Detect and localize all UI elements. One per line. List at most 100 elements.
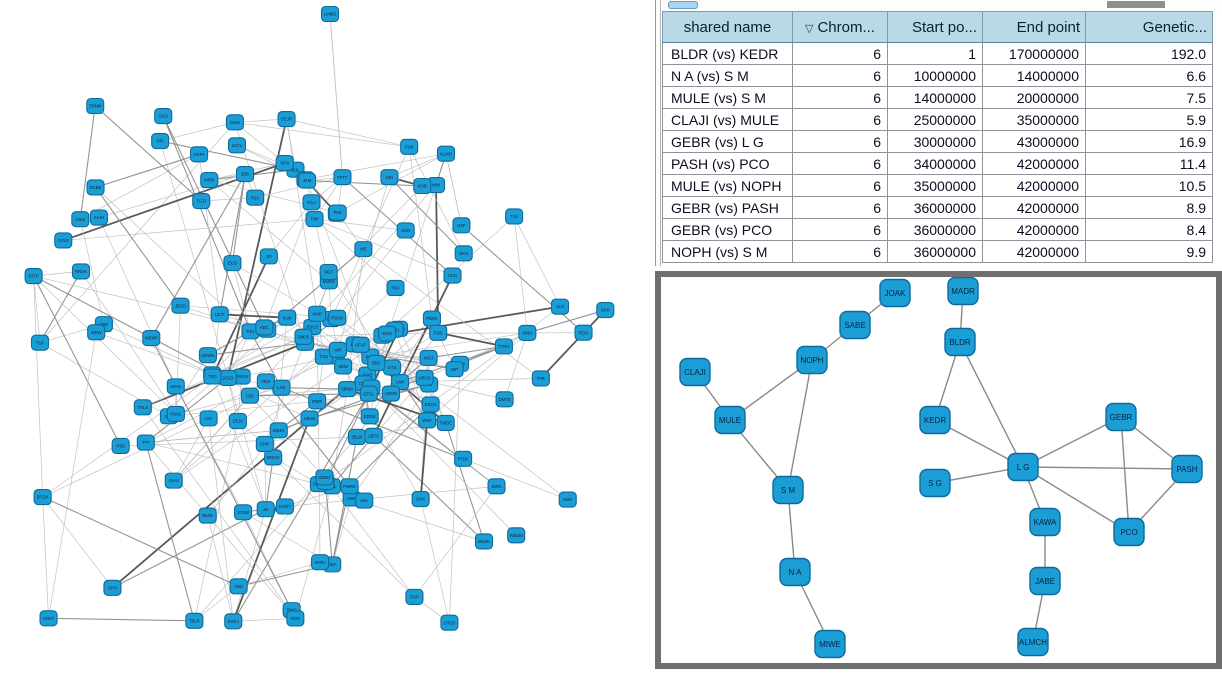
network-node[interactable]: TGJJ (193, 194, 210, 209)
subnetwork-node-BLDR[interactable]: BLDR (945, 329, 975, 356)
column-header-sharedname[interactable]: shared name (663, 12, 793, 43)
subnetwork-edge[interactable] (1023, 467, 1187, 469)
network-node[interactable]: JFI (260, 249, 277, 264)
network-node[interactable]: GSKJ (225, 614, 242, 629)
subnetwork-node-JABE[interactable]: JABE (1030, 568, 1060, 595)
network-node[interactable]: LKCL (229, 138, 246, 153)
network-node[interactable]: FBJI (257, 374, 274, 389)
network-node[interactable]: GDET (40, 611, 57, 626)
subnetwork-node-PASH[interactable]: PASH (1172, 456, 1202, 483)
subnetwork-edge[interactable] (1121, 417, 1129, 532)
network-node[interactable]: GKG (155, 109, 172, 124)
network-node[interactable]: WLRL (199, 508, 216, 523)
network-node[interactable]: ITIR (532, 371, 549, 386)
network-node[interactable]: KOB (414, 179, 431, 194)
network-node[interactable]: OMJS (295, 329, 312, 344)
network-node[interactable]: WNF (419, 413, 436, 428)
network-node[interactable]: KEM (379, 326, 396, 341)
network-node[interactable]: GTS (384, 360, 401, 375)
network-node[interactable]: USN (397, 223, 414, 238)
network-node[interactable]: TRNM (87, 99, 104, 114)
network-node[interactable]: ANL (356, 493, 373, 508)
network-node[interactable]: KBC (256, 320, 273, 335)
network-node[interactable]: WLF (320, 265, 337, 280)
subnetwork-node-CLAJI[interactable]: CLAJI (680, 359, 710, 386)
network-node[interactable]: KLMO (438, 146, 455, 161)
network-node[interactable]: AIR (329, 342, 346, 357)
network-node[interactable]: ONWN (199, 348, 216, 363)
network-node[interactable]: NIN (381, 170, 398, 185)
network-node[interactable]: TEG (204, 369, 221, 384)
network-node[interactable]: OTCD (441, 615, 458, 630)
network-node[interactable]: TRLS (134, 400, 151, 415)
network-node[interactable]: TBLR (186, 613, 203, 628)
network-node[interactable]: TLN (506, 209, 523, 224)
network-node[interactable]: BNCN (265, 450, 282, 465)
network-node[interactable]: OOS (287, 611, 304, 626)
network-node[interactable]: GTCL (360, 386, 377, 401)
network-node[interactable]: DCBS (87, 180, 104, 195)
column-header-genetic[interactable]: Genetic... (1086, 12, 1213, 43)
network-node[interactable]: IUHH (90, 210, 107, 225)
horizontal-scrollbar[interactable] (662, 0, 1222, 11)
network-node[interactable]: KUK (279, 310, 296, 325)
network-node[interactable]: JKM (299, 173, 316, 188)
subnetwork-edge[interactable] (960, 342, 1023, 467)
network-node[interactable]: BJTP (25, 269, 42, 284)
network-node[interactable]: BMJO (270, 423, 287, 438)
network-node[interactable]: DEJR (278, 112, 295, 127)
network-node[interactable]: EECN (422, 397, 439, 412)
network-node[interactable]: WEMP (143, 331, 160, 346)
network-node[interactable]: PTDF (455, 451, 472, 466)
network-node[interactable]: PRI (152, 134, 169, 149)
subnetwork-node-SABE[interactable]: SABE (840, 312, 870, 339)
network-node[interactable]: ECG (224, 256, 241, 271)
network-node[interactable]: ICLJ (303, 195, 320, 210)
vertical-scrollbar[interactable] (655, 0, 661, 266)
network-node[interactable]: UFN (276, 156, 293, 171)
scrollbar-thumb[interactable] (668, 1, 698, 9)
network-node[interactable]: EGP (406, 589, 423, 604)
network-node[interactable]: DIP (446, 362, 463, 377)
network-node[interactable]: KHOT (276, 499, 293, 514)
subnetwork-node-MADR[interactable]: MADR (948, 278, 978, 305)
network-node[interactable]: FDD (430, 325, 447, 340)
attribute-table[interactable]: shared name▽Chrom...Start po...End point… (662, 11, 1213, 263)
subnetwork-node-LG[interactable]: L G (1008, 454, 1038, 481)
network-node[interactable]: FFTF (334, 170, 351, 185)
network-node[interactable]: RRUK (72, 264, 89, 279)
subnetwork-node-KAWA[interactable]: KAWA (1030, 509, 1060, 536)
large-network-canvas[interactable]: LMMSKSIIHMRRGNDPHSIABPBNAHBPSDCUSNKATLKC… (0, 0, 655, 669)
network-node[interactable]: NWH (519, 325, 536, 340)
network-node[interactable]: JOLD (219, 370, 236, 385)
network-node[interactable]: OOLE (55, 233, 72, 248)
network-node[interactable]: BGM (226, 115, 243, 130)
network-node[interactable]: UCG (444, 268, 461, 283)
network-node[interactable]: HIE (355, 242, 372, 257)
network-node[interactable]: JBGD (172, 298, 189, 313)
network-node[interactable]: UFUT (352, 337, 369, 352)
subnetwork-node-JOAK[interactable]: JOAK (880, 280, 910, 307)
network-node[interactable]: JELW (348, 429, 365, 444)
network-node[interactable]: JIC (257, 502, 274, 517)
network-node[interactable]: MRM (201, 173, 218, 188)
network-node[interactable]: FUS (401, 139, 418, 154)
scrollbar-thumb-gray[interactable] (1107, 1, 1165, 8)
subnetwork-edge[interactable] (788, 360, 812, 490)
network-node[interactable]: LBFS (365, 428, 382, 443)
network-node[interactable]: PAK (329, 205, 346, 220)
network-node[interactable]: KMK (559, 492, 576, 507)
network-node[interactable]: UEJC (229, 414, 246, 429)
subnetwork-node-SM[interactable]: S M (773, 477, 803, 504)
network-node[interactable]: IPMP (309, 394, 326, 409)
network-node[interactable]: BTCH (34, 490, 51, 505)
network-node[interactable]: JWHL (167, 379, 184, 394)
